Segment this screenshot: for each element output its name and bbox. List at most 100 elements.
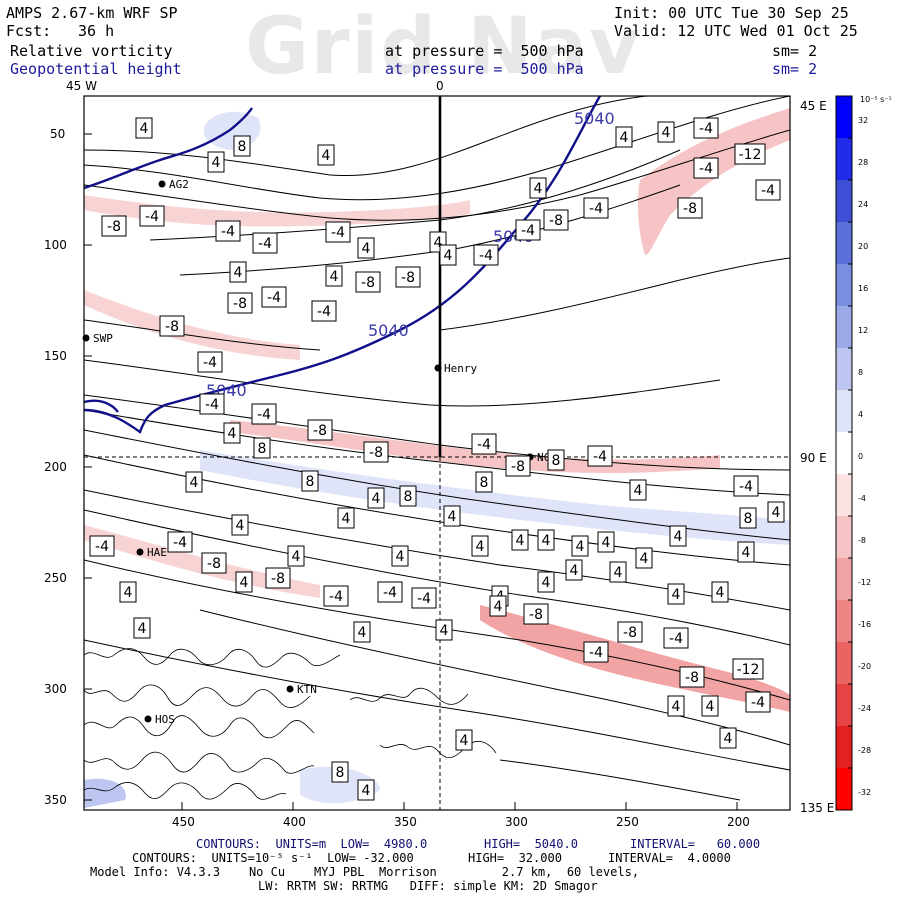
vorticity-label: 4	[662, 125, 671, 141]
x-tick: 450	[172, 815, 195, 829]
vorticity-label-box	[693, 117, 719, 139]
y-tick: 50	[50, 127, 66, 141]
colorbar-swatch	[836, 642, 852, 685]
vorticity-label: 4	[240, 575, 249, 591]
terrain-noise-contour	[84, 751, 315, 774]
vorticity-label-box	[363, 441, 389, 463]
vorticity-label-box	[547, 449, 565, 471]
colorbar-swatch	[836, 474, 852, 517]
vorticity-label-box	[357, 779, 375, 801]
vorticity-label-box	[583, 641, 609, 663]
colorbar-tick-label: -24	[858, 704, 872, 713]
vorticity-label-box	[597, 531, 615, 553]
colorbar-swatch	[836, 222, 852, 265]
tick-marks	[84, 133, 738, 810]
station-label: HAE	[147, 546, 167, 559]
y-tick: 100	[44, 238, 67, 252]
footer-physics-info: LW: RRTM SW: RRTMG DIFF: simple KM: 2D S…	[258, 879, 598, 893]
vorticity-label: -12	[737, 662, 760, 678]
colorbar-swatch	[836, 306, 852, 349]
vorticity-contour	[499, 759, 741, 801]
vorticity-label-box	[215, 220, 241, 242]
vorticity-label-box	[543, 209, 569, 231]
forecast-hours: 36 h	[78, 22, 115, 40]
vorticity-label-box	[119, 581, 137, 603]
vorticity-label: -4	[593, 449, 607, 465]
field2-smoothing: sm= 2	[772, 60, 818, 78]
station-label: AG2	[169, 178, 189, 191]
vorticity-label-box	[395, 266, 421, 288]
vorticity-label: -8	[271, 571, 285, 587]
terrain-noise-contour	[84, 684, 311, 708]
vorticity-label: -8	[165, 319, 179, 335]
colorbar-tick-label: -8	[858, 536, 866, 545]
vorticity-label: -8	[233, 296, 247, 312]
vorticity-label-box	[411, 587, 437, 609]
colorbar-tick-label: 16	[858, 284, 869, 293]
station-label: KTN	[297, 683, 317, 696]
station-label: HOS	[155, 713, 175, 726]
vorticity-label: -4	[205, 397, 219, 413]
vorticity-label: -8	[683, 201, 697, 217]
vorticity-label: -8	[529, 607, 543, 623]
vorticity-label: 4	[672, 587, 681, 603]
y-tick: 150	[44, 349, 67, 363]
vorticity-label-box	[311, 300, 337, 322]
frame-label-135e: 135 E	[800, 801, 835, 815]
vorticity-label-box	[679, 666, 705, 688]
vorticity-label: -4	[317, 304, 331, 320]
colorbar-tick-label: 0	[858, 452, 864, 461]
vorticity-label: 4	[614, 565, 623, 581]
vorticity-label-box	[529, 177, 547, 199]
colorbar-border	[835, 95, 853, 811]
vorticity-label-box	[367, 487, 385, 509]
vorticity-label: 8	[258, 441, 267, 457]
vorticity-label: 4	[672, 699, 681, 715]
vorticity-label-box	[287, 545, 305, 567]
vorticity-label-box	[391, 545, 409, 567]
stations: AG2 SWP Henry NCO HAE KTN HOS	[82, 178, 557, 726]
vorticity-label: -4	[479, 248, 493, 264]
vorticity-label: 4	[674, 529, 683, 545]
colorbar-swatch	[836, 180, 852, 223]
vorticity-label-box	[197, 351, 223, 373]
colorbar	[835, 95, 853, 811]
station-marker	[82, 334, 90, 342]
vorticity-label: 4	[234, 265, 243, 281]
vorticity-label: 4	[330, 269, 339, 285]
colorbar-tick-label: 32	[858, 116, 869, 125]
vorticity-label: 4	[190, 475, 199, 491]
vorticity-label: -8	[361, 275, 375, 291]
vorticity-label-box	[337, 507, 355, 529]
terrain-noise-contours	[84, 648, 497, 800]
colorbar-tick-label: 28	[858, 158, 869, 167]
vorticity-label: 4	[236, 518, 245, 534]
vorticity-label-box	[223, 422, 241, 444]
map-frame	[83, 95, 791, 811]
vorticity-label: 4	[576, 539, 585, 555]
vorticity-label-box	[135, 117, 153, 139]
vorticity-label-box	[733, 475, 759, 497]
terrain-noise-contour	[84, 782, 287, 800]
vorticity-label-box	[229, 261, 247, 283]
vorticity-label-box	[629, 479, 647, 501]
vorticity-label-box	[231, 514, 249, 536]
colorbar-tick-label: 20	[858, 242, 869, 251]
station-marker	[434, 364, 442, 372]
footer-vorticity-contours: CONTOURS: UNITS=10⁻⁵ s⁻¹ LOW= -32.000	[132, 851, 414, 865]
colorbar-swatch	[836, 726, 852, 769]
vorticity-label-box	[669, 525, 687, 547]
height-contour	[84, 107, 253, 190]
height-label: 5040	[368, 321, 409, 340]
vorticity-label: -8	[313, 423, 327, 439]
vorticity-label: 4	[440, 623, 449, 639]
vorticity-label: 4	[396, 549, 405, 565]
vorticity-label: -4	[417, 591, 431, 607]
vorticity-label: 4	[570, 563, 579, 579]
vorticity-label-box	[635, 547, 653, 569]
vorticity-label: 4	[476, 539, 485, 555]
vorticity-contour	[179, 184, 681, 276]
vorticity-label: 4	[434, 235, 443, 251]
terrain-noise-contour	[379, 740, 497, 759]
